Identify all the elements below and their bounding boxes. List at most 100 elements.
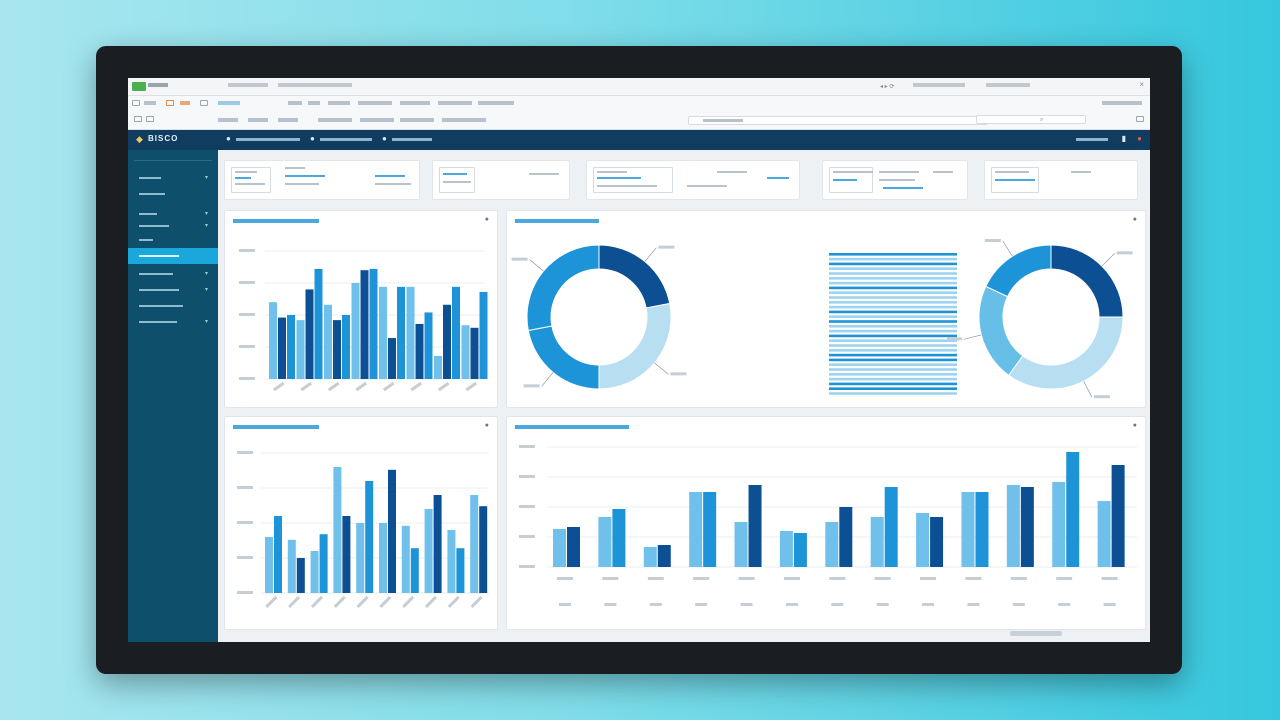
tab-label[interactable] <box>308 83 352 87</box>
menu-item[interactable] <box>180 101 190 105</box>
search-text[interactable] <box>986 83 1030 87</box>
settings-icon[interactable]: ● <box>1132 422 1137 429</box>
toolbar-label[interactable] <box>218 118 238 122</box>
stripe-band <box>829 281 957 285</box>
chevron-down-icon: ▾ <box>204 223 208 229</box>
slice-label <box>984 239 1001 243</box>
toolbar-button[interactable] <box>134 116 142 122</box>
toolbar-label[interactable] <box>278 118 298 122</box>
menu-item[interactable] <box>438 101 472 105</box>
nav-link[interactable] <box>392 138 432 141</box>
stripe-band <box>829 301 957 304</box>
menu-icon[interactable] <box>200 100 208 106</box>
user-icon[interactable]: ● <box>382 134 387 143</box>
kpi-card[interactable] <box>586 160 800 200</box>
sidebar-item[interactable]: ▾ <box>128 284 218 296</box>
home-icon[interactable]: ● <box>226 134 231 143</box>
bar <box>1066 452 1080 567</box>
sidebar-item-active[interactable] <box>128 248 218 264</box>
stripe-band <box>829 257 957 261</box>
bar <box>356 523 365 593</box>
sidebar-item[interactable] <box>128 188 218 200</box>
stripe-band <box>829 310 957 314</box>
nav-link[interactable] <box>236 138 300 141</box>
menu-item[interactable] <box>328 101 350 105</box>
toolbar-label[interactable] <box>318 118 352 122</box>
sidebar-item[interactable]: ▾ <box>128 220 218 232</box>
x-tick-label <box>920 577 937 580</box>
menu-item[interactable] <box>218 101 240 105</box>
bar <box>884 487 898 567</box>
kpi-card[interactable] <box>224 160 420 200</box>
kpi-box <box>829 167 873 193</box>
stripe-band <box>829 325 957 328</box>
tab-label[interactable] <box>228 83 268 87</box>
stripe-band <box>829 392 957 395</box>
x-tick-label <box>559 603 571 606</box>
sidebar-item[interactable]: ▾ <box>128 172 218 184</box>
x-tick-label <box>602 577 619 580</box>
bell-icon[interactable]: ● <box>310 134 315 143</box>
donut-slice <box>527 325 600 390</box>
toolbar-label[interactable] <box>400 118 434 122</box>
logo-text[interactable]: BISCO <box>148 134 179 143</box>
bar <box>360 270 369 379</box>
sidebar-item[interactable]: ▾ <box>128 316 218 328</box>
menu-item[interactable] <box>308 101 320 105</box>
toolbar-icons[interactable]: ◂ ▸ ⟳ <box>880 84 895 90</box>
user-name[interactable] <box>1076 138 1108 141</box>
settings-icon[interactable]: ● <box>1132 216 1137 223</box>
search-input[interactable] <box>976 115 1086 124</box>
axis-tick-label <box>519 535 535 538</box>
nav-link[interactable] <box>320 138 372 141</box>
sidebar-item[interactable] <box>128 300 218 312</box>
notification-icon[interactable]: ▮ <box>1121 134 1126 143</box>
menu-item[interactable] <box>358 101 392 105</box>
sidebar-item[interactable] <box>128 234 218 246</box>
x-tick-label <box>465 381 477 392</box>
kpi-card[interactable] <box>984 160 1138 200</box>
bar <box>479 506 488 593</box>
tab-label[interactable] <box>278 83 318 87</box>
settings-icon[interactable]: ● <box>484 422 489 429</box>
kpi-card[interactable] <box>822 160 968 200</box>
menu-item[interactable] <box>288 101 302 105</box>
toolbar-label[interactable] <box>442 118 486 122</box>
menu-item[interactable] <box>400 101 430 105</box>
settings-icon[interactable]: ● <box>484 216 489 223</box>
leader-line <box>654 362 669 375</box>
stripe-band <box>829 377 957 381</box>
toolbar-label[interactable] <box>248 118 268 122</box>
bar <box>916 513 930 567</box>
chevron-down-icon: ▾ <box>204 319 208 325</box>
extension-button[interactable] <box>1136 116 1144 122</box>
search-icon[interactable]: ⌕ <box>1040 117 1044 123</box>
menu-icon[interactable] <box>132 100 140 106</box>
leader-line <box>1002 240 1013 257</box>
menu-item[interactable] <box>478 101 514 105</box>
bar <box>1111 465 1125 567</box>
menu-icon[interactable] <box>166 100 174 106</box>
bar <box>365 481 374 593</box>
menu-item[interactable] <box>1102 101 1142 105</box>
sidebar-item[interactable]: ▾ <box>128 208 218 220</box>
slice-label <box>658 245 675 249</box>
toolbar-label[interactable] <box>360 118 394 122</box>
menu-item[interactable] <box>144 101 156 105</box>
donut-slice <box>598 244 671 309</box>
bar <box>456 548 465 593</box>
kpi-card[interactable] <box>432 160 570 200</box>
close-icon[interactable]: × <box>1139 80 1144 89</box>
sidebar-item[interactable]: ▾ <box>128 268 218 280</box>
address-bar[interactable] <box>688 116 988 125</box>
bar <box>598 517 612 567</box>
stripe-band <box>829 344 957 347</box>
window-title <box>148 83 168 87</box>
toolbar-button[interactable] <box>146 116 154 122</box>
stripe-band <box>829 358 957 362</box>
bar <box>1020 487 1034 567</box>
bar <box>379 523 387 593</box>
power-icon[interactable]: ● <box>1137 134 1142 143</box>
status-bar <box>1010 631 1062 636</box>
address-text[interactable] <box>913 83 965 87</box>
